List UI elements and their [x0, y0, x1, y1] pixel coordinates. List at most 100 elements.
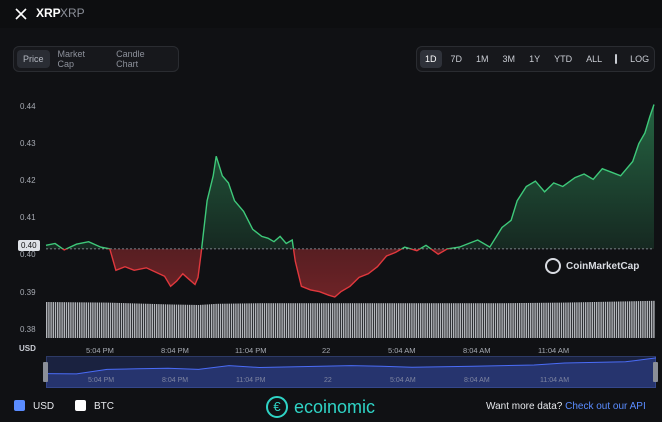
volume-bar	[387, 303, 389, 338]
x-tick-label: 11:04 PM	[235, 346, 267, 355]
current-price-tag: 0.40	[18, 240, 40, 251]
volume-bar	[292, 303, 294, 338]
volume-bar	[600, 301, 602, 338]
log-scale-button[interactable]: LOG	[630, 54, 650, 64]
range-3m-button[interactable]: 3M	[502, 54, 516, 64]
volume-bar	[48, 302, 50, 338]
calendar-icon[interactable]	[615, 54, 618, 64]
volume-bar	[362, 303, 365, 338]
range-all-button[interactable]: ALL	[586, 54, 603, 64]
volume-bar	[431, 303, 433, 338]
tab-candle-chart[interactable]: Candle Chart	[116, 49, 145, 69]
volume-bar	[131, 303, 134, 338]
volume-bar	[646, 300, 648, 338]
volume-bar	[182, 304, 184, 338]
volume-bar	[413, 303, 415, 338]
volume-bar	[424, 303, 426, 338]
volume-bar	[345, 303, 347, 338]
navigator-tick-label: 5:04 AM	[390, 377, 416, 384]
api-link[interactable]: Check out our API	[565, 401, 646, 412]
range-7d-button[interactable]: 7D	[450, 54, 463, 64]
volume-bar	[351, 303, 354, 338]
navigator-left-handle[interactable]	[43, 362, 48, 382]
volume-bar	[569, 302, 571, 338]
volume-bar	[536, 302, 538, 338]
volume-bar	[79, 302, 81, 338]
volume-bar	[118, 302, 120, 338]
volume-bar	[635, 301, 637, 338]
volume-bar	[81, 302, 83, 338]
volume-bar	[98, 302, 101, 338]
volume-bar	[629, 301, 631, 338]
volume-bar	[534, 302, 536, 338]
y-tick-label: 0.44	[20, 102, 36, 111]
volume-bar	[420, 303, 422, 338]
volume-bar	[404, 303, 406, 338]
volume-bar	[439, 303, 442, 338]
volume-bar	[596, 301, 598, 338]
range-1y-button[interactable]: 1Y	[529, 54, 541, 64]
volume-bar	[411, 303, 413, 338]
volume-bar	[321, 303, 323, 338]
navigator-right-handle[interactable]	[653, 362, 658, 382]
price-area-above	[46, 104, 654, 249]
volume-bar	[409, 303, 411, 338]
navigator-tick-label: 11:04 AM	[540, 377, 570, 384]
volume-bar	[202, 304, 204, 338]
chart-type-tabs: Price Market Cap Candle Chart	[13, 46, 179, 72]
volume-bar	[618, 301, 620, 338]
volume-bar	[63, 302, 65, 338]
volume-bar	[241, 303, 244, 338]
volume-bar	[591, 302, 593, 338]
volume-bar	[589, 302, 591, 338]
volume-bar	[349, 303, 351, 338]
range-navigator[interactable]	[46, 356, 656, 388]
volume-bar	[369, 303, 371, 338]
volume-bar	[391, 303, 393, 338]
volume-bar	[523, 302, 525, 338]
volume-bar	[332, 303, 334, 338]
volume-bar	[158, 304, 160, 338]
price-chart[interactable]	[0, 0, 662, 345]
x-tick-label: 11:04 AM	[538, 346, 570, 355]
range-1m-button[interactable]: 1M	[476, 54, 489, 64]
volume-bar	[76, 302, 79, 338]
volume-bar	[406, 303, 409, 338]
volume-bar	[211, 304, 213, 338]
volume-bar	[609, 301, 611, 338]
volume-bar	[142, 303, 145, 338]
volume-bar	[521, 303, 523, 338]
volume-bar	[123, 303, 125, 338]
volume-bar	[453, 303, 455, 338]
volume-bar	[239, 303, 241, 338]
volume-bar	[162, 304, 164, 338]
volume-bar	[259, 303, 261, 338]
volume-bar	[268, 303, 270, 338]
volume-bar	[200, 304, 202, 338]
volume-bar	[417, 303, 420, 338]
volume-bar	[571, 302, 574, 338]
api-promo: Want more data? Check out our API	[486, 401, 646, 412]
volume-bar	[263, 303, 266, 338]
volume-bar	[604, 301, 607, 338]
range-ytd-button[interactable]: YTD	[554, 54, 573, 64]
volume-bar	[246, 303, 248, 338]
volume-bar	[580, 302, 582, 338]
volume-bar	[136, 303, 138, 338]
volume-bar	[107, 302, 109, 338]
volume-bar	[127, 303, 129, 338]
range-1d-button[interactable]: 1D	[420, 50, 442, 68]
x-tick-label: 8:04 PM	[161, 346, 189, 355]
tab-market-cap[interactable]: Market Cap	[57, 49, 86, 69]
volume-bar	[149, 303, 151, 338]
volume-bar	[492, 303, 494, 338]
volume-bar	[103, 302, 105, 338]
volume-bar	[305, 303, 307, 338]
volume-bar	[607, 301, 609, 338]
btc-checkbox[interactable]	[75, 400, 86, 411]
tab-price[interactable]: Price	[17, 50, 50, 68]
usd-checkbox[interactable]	[14, 400, 25, 411]
volume-bar	[653, 300, 655, 338]
volume-bar	[525, 302, 527, 338]
volume-bar	[279, 303, 281, 338]
